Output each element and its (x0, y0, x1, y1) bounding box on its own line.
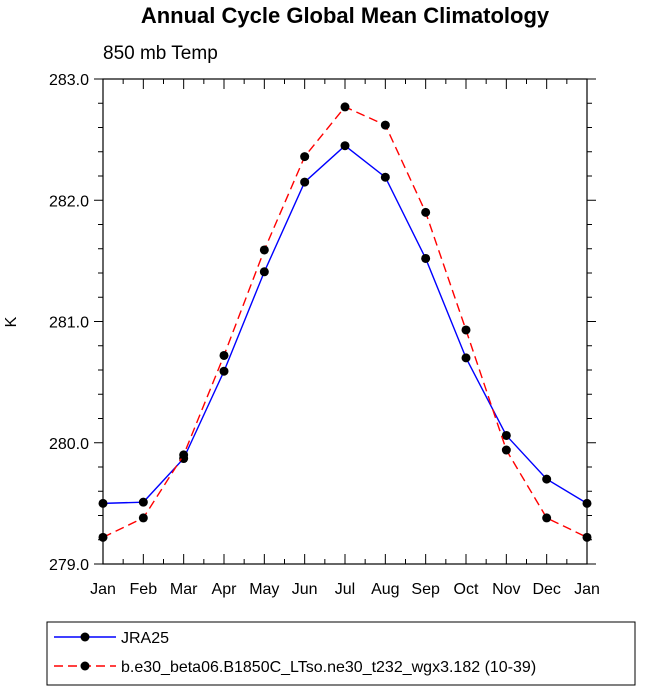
legend-marker-0 (80, 632, 90, 642)
x-tick-label: Mar (170, 581, 198, 598)
legend-label-1: b.e30_beta06.B1850C_LTso.ne30_t232_wgx3.… (121, 659, 536, 676)
legend: JRA25 b.e30_beta06.B1850C_LTso.ne30_t232_… (46, 621, 636, 686)
axis-labels: Jan Feb Mar Apr May Jun Jul Aug Sep Oct Nov Dec Jan2… (49, 72, 600, 598)
data-point-1 (380, 120, 390, 130)
x-tick-label: Dec (532, 581, 560, 598)
data-point-1 (259, 245, 269, 255)
data-point-0 (219, 366, 229, 376)
data-point-0 (300, 177, 310, 187)
data-point-1 (300, 152, 310, 162)
y-tick-label: 282.0 (49, 193, 89, 210)
x-tick-label: May (249, 581, 279, 598)
y-tick-label: 279.0 (49, 557, 89, 574)
plot-frame (102, 78, 588, 565)
y-tick-label: 281.0 (49, 315, 89, 332)
data-point-0 (501, 430, 511, 440)
data-point-0 (98, 498, 108, 508)
data-point-1 (179, 450, 189, 460)
x-tick-label: Aug (371, 581, 399, 598)
series-layer (98, 102, 592, 542)
x-tick-label: Jan (574, 581, 600, 598)
legend-marker-1 (80, 661, 90, 671)
x-tick-label: Nov (492, 581, 520, 598)
x-tick-label: Apr (212, 581, 238, 598)
data-point-1 (461, 325, 471, 335)
y-tick-label: 280.0 (49, 436, 89, 453)
data-point-1 (501, 445, 511, 455)
x-tick-label: Feb (130, 581, 158, 598)
data-point-1 (421, 207, 431, 217)
series-line-0 (102, 144, 588, 505)
x-tick-label: Jun (292, 581, 318, 598)
data-point-1 (138, 513, 148, 523)
data-point-0 (461, 353, 471, 363)
data-point-0 (421, 253, 431, 263)
chart-subtitle: 850 mb Temp (103, 43, 218, 64)
data-point-1 (582, 532, 592, 542)
data-point-0 (138, 497, 148, 507)
series-line-1 (102, 106, 588, 538)
x-tick-label: Sep (411, 581, 440, 598)
x-tick-label: Jan (90, 581, 116, 598)
legend-label-0: JRA25 (121, 630, 169, 647)
data-point-0 (380, 172, 390, 182)
data-point-1 (219, 350, 229, 360)
data-point-0 (542, 474, 552, 484)
legend-box (46, 621, 636, 686)
data-point-1 (542, 513, 552, 523)
data-point-1 (98, 532, 108, 542)
y-axis-label: K (3, 316, 20, 327)
x-tick-label: Oct (454, 581, 479, 598)
y-tick-label: 283.0 (49, 72, 89, 89)
x-tick-label: Jul (335, 581, 355, 598)
data-point-0 (259, 267, 269, 277)
data-point-0 (582, 498, 592, 508)
chart-title: Annual Cycle Global Mean Climatology (141, 3, 550, 28)
data-point-0 (340, 141, 350, 151)
axis-ticks (94, 78, 596, 565)
data-point-1 (340, 102, 350, 112)
